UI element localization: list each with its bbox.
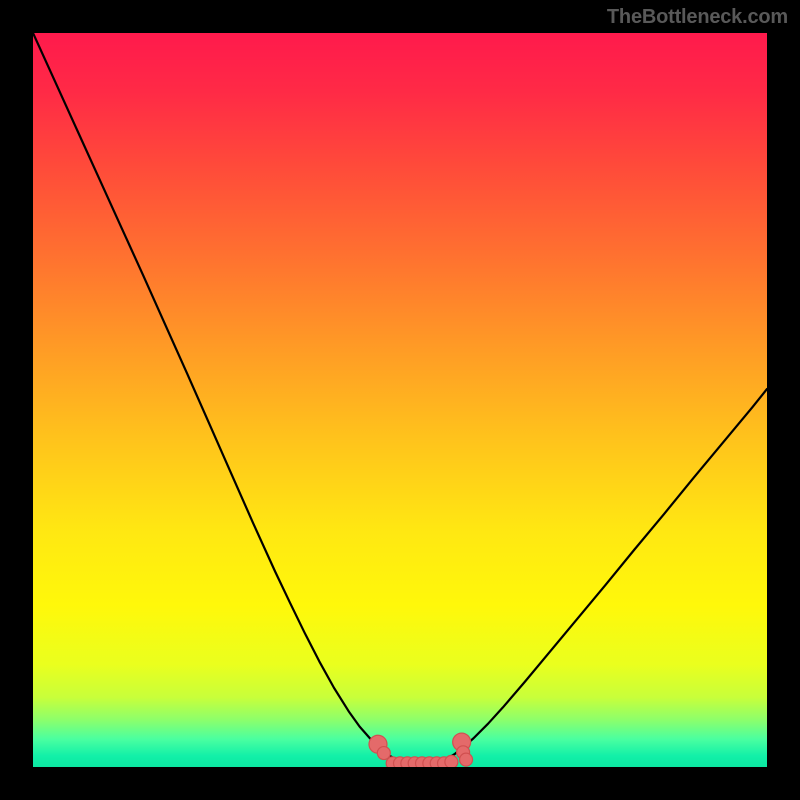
marker-dot bbox=[377, 747, 390, 760]
watermark-label: TheBottleneck.com bbox=[607, 6, 788, 29]
marker-dot bbox=[460, 753, 473, 766]
chart-container: TheBottleneck.com bbox=[0, 0, 800, 800]
chart-gradient-bg bbox=[33, 33, 767, 767]
marker-dot bbox=[445, 755, 458, 768]
curve-chart bbox=[0, 0, 800, 800]
